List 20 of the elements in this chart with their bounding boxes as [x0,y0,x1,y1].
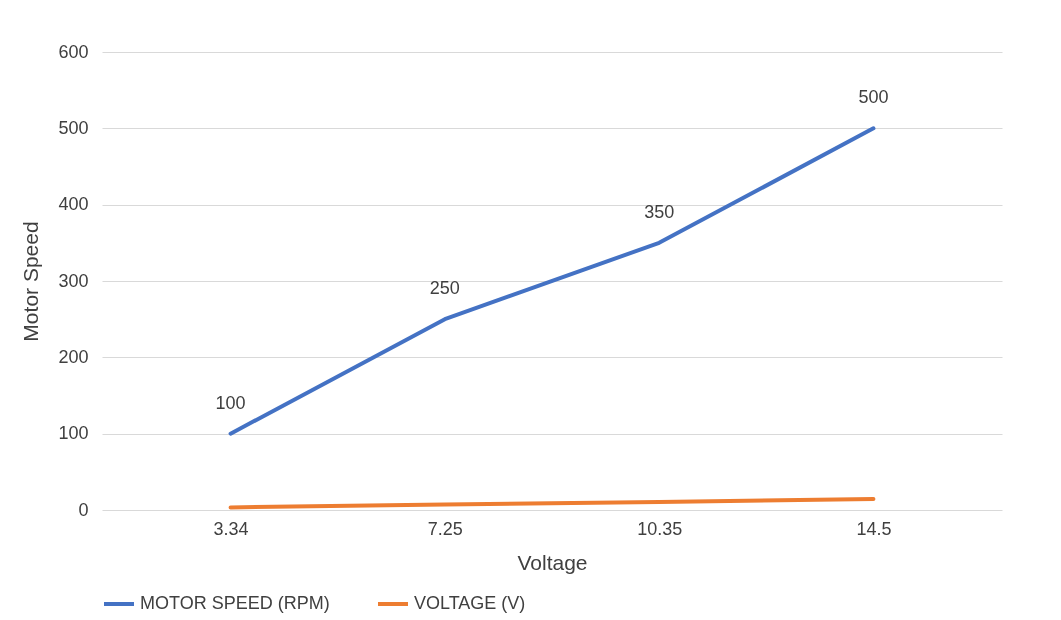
data-label: 350 [644,201,675,222]
x-tick-label: 3.34 [213,518,249,539]
data-label: 500 [858,87,889,108]
y-tick-label: 200 [58,346,89,367]
legend-label: MOTOR SPEED (RPM) [140,593,330,613]
x-tick-label: 7.25 [427,518,463,539]
y-tick-label: 300 [58,270,89,291]
y-tick-label: 100 [58,423,89,444]
y-tick-label: 400 [58,194,89,215]
y-tick-label: 600 [58,41,89,62]
y-axis-title: Motor Speed [19,221,43,342]
y-tick-label: 500 [58,117,89,138]
y-tick-label: 0 [78,499,89,520]
line-series [228,496,876,510]
legend-label: VOLTAGE (V) [414,593,526,613]
x-axis-title: Voltage [517,550,588,574]
x-tick-label: 10.35 [637,518,683,539]
data-label: 100 [215,392,246,413]
x-tick-label: 14.5 [856,518,892,539]
data-label: 250 [429,278,460,299]
